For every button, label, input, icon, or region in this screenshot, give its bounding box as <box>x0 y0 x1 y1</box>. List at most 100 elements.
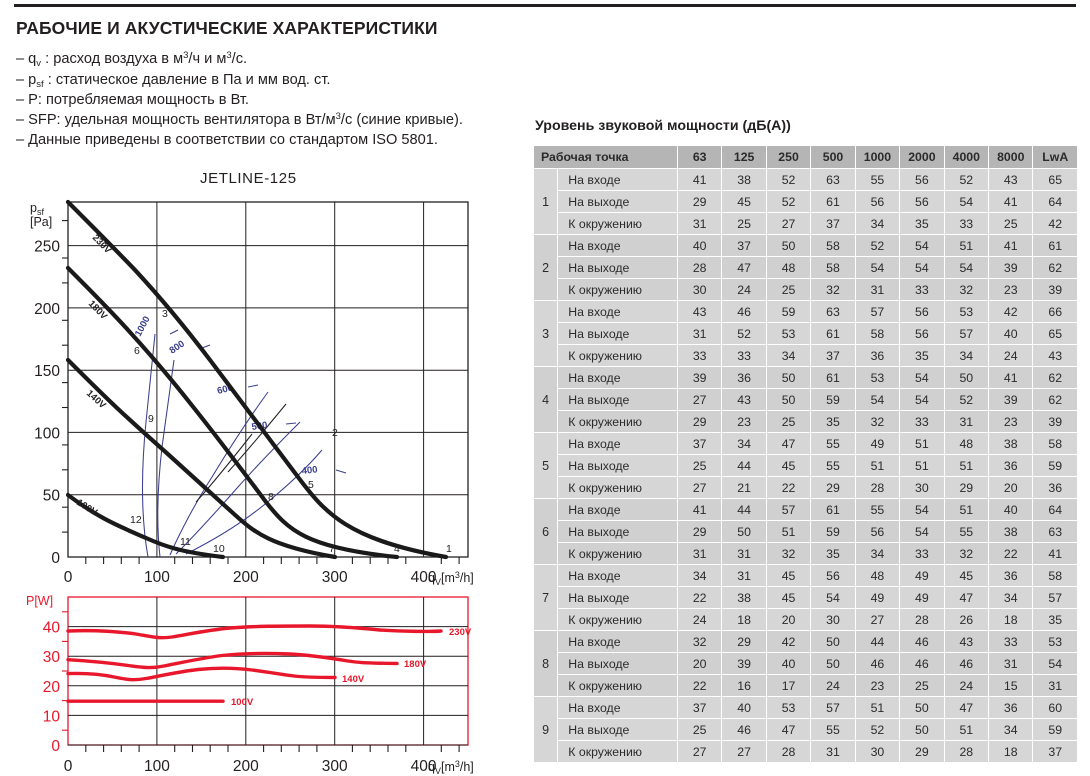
operating-point-id: 1 <box>534 169 558 234</box>
col-125: 125 <box>722 146 766 168</box>
spl-value: 44 <box>722 499 766 520</box>
spl-value: 32 <box>944 279 989 300</box>
table-row: 1 На входе 41 38 52 63 55 56 52 43 65 <box>534 169 1077 234</box>
measurement-position: К окружению <box>558 213 677 234</box>
spl-value: 55 <box>944 521 989 542</box>
measurement-position: На выходе <box>558 455 677 476</box>
spl-value: 63 <box>1033 521 1077 542</box>
table-row: 6 На входе 41 44 57 61 55 54 51 40 64 <box>534 499 1077 564</box>
spl-value: 66 <box>1033 301 1077 322</box>
spl-value: 36 <box>989 565 1033 586</box>
spl-value: 31 <box>855 279 900 300</box>
measurement-position: На выходе <box>558 257 677 278</box>
measurement-position: На выходе <box>558 191 677 212</box>
spl-value: 34 <box>677 565 722 586</box>
spl-value: 33 <box>722 345 766 366</box>
spl-value: 46 <box>944 653 989 674</box>
spl-value: 62 <box>1033 389 1077 410</box>
spl-value: 50 <box>944 367 989 388</box>
spl-value: 28 <box>855 477 900 498</box>
svg-text:230V: 230V <box>449 627 472 638</box>
spl-value: 43 <box>989 169 1033 190</box>
svg-text:30: 30 <box>43 649 61 666</box>
spl-value: 31 <box>677 543 722 564</box>
svg-text:0: 0 <box>64 758 73 775</box>
table-row: На выходе 27 43 50 59 54 54 52 39 62 <box>534 389 1077 410</box>
table-row: 3 На входе 43 46 59 63 57 56 53 42 66 <box>534 301 1077 366</box>
spl-value: 63 <box>811 301 855 322</box>
measurement-position: На входе <box>558 565 677 586</box>
spl-value: 39 <box>1033 279 1077 300</box>
table-row: На выходе 25 46 47 55 52 50 51 34 59 <box>534 719 1077 740</box>
spl-value: 39 <box>989 257 1033 278</box>
svg-text:400: 400 <box>301 464 318 477</box>
col-lwa: LwA <box>1033 146 1077 168</box>
spl-value: 52 <box>766 191 811 212</box>
spl-value: 46 <box>855 653 900 674</box>
measurement-position: На входе <box>558 697 677 718</box>
spl-value: 42 <box>1033 213 1077 234</box>
spl-value: 56 <box>900 169 944 190</box>
measurement-position: К окружению <box>558 741 677 762</box>
spl-value: 41 <box>1033 543 1077 564</box>
spl-value: 54 <box>900 521 944 542</box>
measurement-position: К окружению <box>558 279 677 300</box>
spl-value: 30 <box>855 741 900 762</box>
spl-value: 61 <box>811 367 855 388</box>
table-row: 4 На входе 39 36 50 61 53 54 50 41 62 <box>534 367 1077 432</box>
spl-value: 61 <box>811 191 855 212</box>
svg-text:400: 400 <box>411 758 437 775</box>
spl-value: 52 <box>766 169 811 190</box>
svg-text:200: 200 <box>233 569 259 586</box>
measurement-position: На выходе <box>558 719 677 740</box>
spl-value: 51 <box>900 433 944 454</box>
measurement-position: К окружению <box>558 543 677 564</box>
spl-value: 53 <box>766 697 811 718</box>
spl-value: 42 <box>989 301 1033 322</box>
svg-text:300: 300 <box>322 758 348 775</box>
spl-value: 26 <box>944 609 989 630</box>
spl-value: 64 <box>1033 191 1077 212</box>
table-row: К окружению 27 21 22 29 28 30 29 20 36 <box>534 477 1077 498</box>
spl-value: 15 <box>989 675 1033 696</box>
spl-value: 38 <box>989 521 1033 542</box>
spl-value: 54 <box>1033 653 1077 674</box>
spl-value: 43 <box>677 301 722 322</box>
spl-value: 55 <box>811 455 855 476</box>
spl-value: 38 <box>722 169 766 190</box>
col-250: 250 <box>766 146 811 168</box>
spl-value: 64 <box>1033 499 1077 520</box>
spl-value: 23 <box>989 279 1033 300</box>
table-row: К окружению 33 33 34 37 36 35 34 24 43 <box>534 345 1077 366</box>
spl-value: 53 <box>944 301 989 322</box>
spl-value: 20 <box>766 609 811 630</box>
pressure-x-ticks: 0 100 200 300 400 qV[m3/h] <box>64 569 474 587</box>
spl-value: 53 <box>1033 631 1077 652</box>
table-row: К окружению 27 27 28 31 30 29 28 18 37 <box>534 741 1077 762</box>
spl-value: 31 <box>722 543 766 564</box>
top-rule <box>14 4 1076 7</box>
spl-value: 37 <box>1033 741 1077 762</box>
spl-value: 24 <box>722 279 766 300</box>
spl-value: 24 <box>989 345 1033 366</box>
spl-value: 36 <box>722 367 766 388</box>
operating-point-id: 6 <box>534 499 558 564</box>
spl-value: 51 <box>855 697 900 718</box>
spl-value: 33 <box>989 631 1033 652</box>
spl-value: 32 <box>766 543 811 564</box>
spl-value: 52 <box>855 719 900 740</box>
spl-value: 43 <box>1033 345 1077 366</box>
spl-value: 54 <box>944 257 989 278</box>
voltage-labels: 230V 180V 140V 100V <box>74 232 113 518</box>
spl-value: 37 <box>722 235 766 256</box>
table-row: К окружению 29 23 25 35 32 33 31 23 39 <box>534 411 1077 432</box>
spl-value: 31 <box>811 741 855 762</box>
spl-value: 50 <box>722 521 766 542</box>
spl-value: 58 <box>1033 565 1077 586</box>
table-row: 2 На входе 40 37 50 58 52 54 51 41 61 <box>534 235 1077 300</box>
spl-value: 33 <box>900 279 944 300</box>
spl-value: 49 <box>900 587 944 608</box>
spl-value: 29 <box>900 741 944 762</box>
svg-text:100: 100 <box>144 758 170 775</box>
spl-value: 57 <box>855 301 900 322</box>
